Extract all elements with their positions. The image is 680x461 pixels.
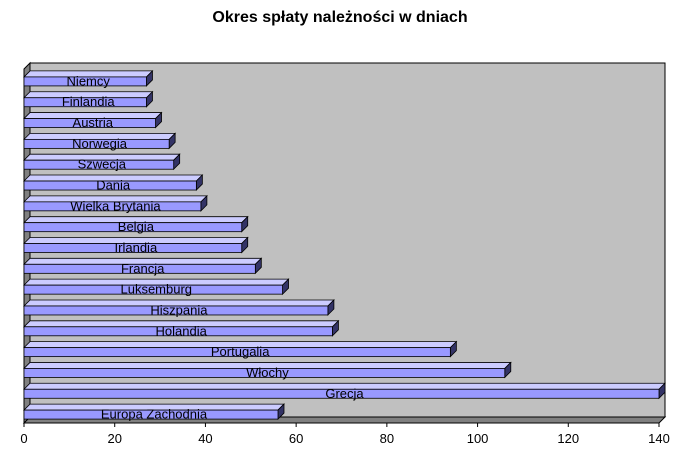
- bar-portugalia: Portugalia: [23, 340, 458, 359]
- bar-hiszpania: Hiszpania: [23, 299, 335, 317]
- chart-title: Okres spłaty należności w dniach: [212, 9, 468, 26]
- bar-front-face: [23, 201, 202, 212]
- bar-label: Hiszpania: [150, 302, 208, 317]
- bar-dania: Dania: [23, 174, 204, 193]
- bar-label: Holandia: [156, 323, 208, 338]
- x-tick-label: 0: [20, 431, 27, 446]
- bar-front-face: [23, 409, 279, 420]
- bar-front-face: [23, 97, 147, 108]
- bar-luksemburg: Luksemburg: [23, 278, 290, 297]
- bar-front-face: [23, 76, 147, 87]
- bar-norwegia: Norwegia: [23, 132, 177, 151]
- bar-belgia: Belgia: [23, 215, 249, 234]
- bar-irlandia: Irlandia: [23, 236, 249, 255]
- x-tick-label: 120: [557, 431, 579, 446]
- bar-label: Luksemburg: [120, 282, 192, 297]
- x-tick-label: 60: [289, 431, 303, 446]
- bar-grecja: Grecja: [23, 382, 666, 401]
- bar-front-face: [23, 222, 243, 233]
- bar-front-face: [23, 159, 175, 170]
- x-tick-label: 80: [380, 431, 394, 446]
- x-tick-label: 140: [648, 431, 670, 446]
- bar-label: Włochy: [246, 365, 289, 380]
- bar-holandia: Holandia: [23, 319, 340, 338]
- bar-wielka-brytania: Wielka Brytania: [23, 194, 208, 213]
- bar-label: Austria: [73, 115, 114, 130]
- bar-label: Francja: [121, 261, 165, 276]
- bar-francja: Francja: [23, 257, 263, 276]
- x-tick-label: 20: [107, 431, 121, 446]
- x-tick-label: 40: [198, 431, 212, 446]
- x-tick-label: 100: [467, 431, 489, 446]
- bar-niemcy: Niemcy: [23, 69, 154, 88]
- bar-label: Finlandia: [62, 94, 116, 109]
- bar-label: Portugalia: [211, 344, 270, 359]
- bar-label: Niemcy: [67, 73, 111, 88]
- bar-front-face: [23, 243, 243, 253]
- bar-label: Dania: [96, 178, 131, 193]
- bar-szwecja: Szwecja: [23, 153, 181, 172]
- bar-front-face: [23, 118, 156, 128]
- bar-label: Szwecja: [78, 157, 127, 172]
- bar-finlandia: Finlandia: [23, 90, 154, 109]
- bar-front-face: [23, 368, 506, 378]
- bar-front-face: [23, 180, 197, 191]
- bar-austria: Austria: [23, 111, 163, 130]
- bar-label: Norwegia: [72, 136, 128, 151]
- bar-front-face: [23, 263, 256, 274]
- bar-label: Europa Zachodnia: [101, 407, 208, 422]
- bar-front-face: [23, 284, 283, 295]
- bar-front-face: [23, 326, 333, 337]
- bar-label: Wielka Brytania: [70, 198, 161, 213]
- bar-front-face: [23, 138, 170, 149]
- bar-europa-zachodnia: Europa Zachodnia: [23, 403, 285, 422]
- bar-label: Irlandia: [115, 240, 158, 255]
- bar-label: Grecja: [325, 386, 364, 401]
- bar-front-face: [23, 388, 660, 399]
- bar-front-face: [23, 305, 329, 316]
- bar-włochy: Włochy: [23, 361, 512, 380]
- bar-label: Belgia: [118, 219, 155, 234]
- bar-front-face: [23, 347, 451, 358]
